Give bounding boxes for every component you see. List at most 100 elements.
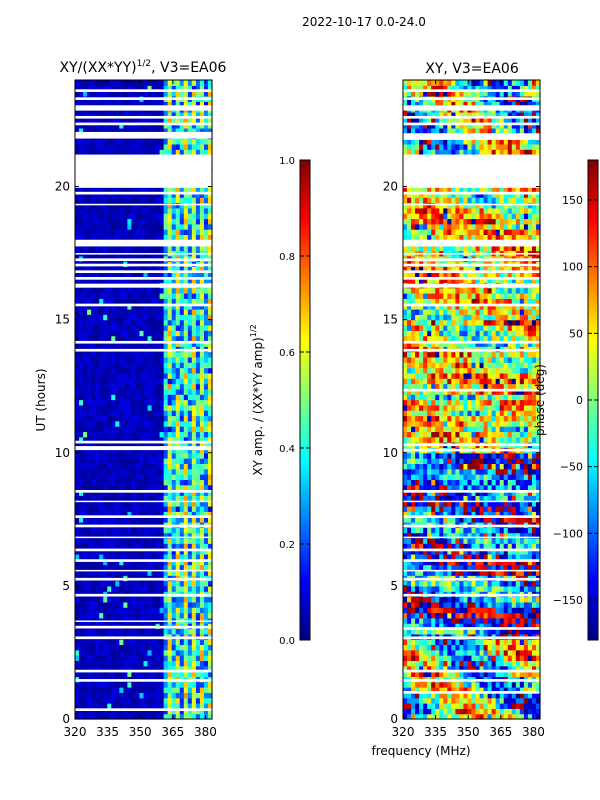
left-heatmap-cell <box>99 452 104 459</box>
left-heatmap-cell <box>75 431 80 438</box>
left-heatmap-cell <box>183 415 189 422</box>
left-heatmap-cell <box>75 580 80 587</box>
left-heatmap-cell <box>203 585 209 592</box>
left-heatmap-cell <box>111 372 116 379</box>
right-heatmap-cell <box>431 649 436 656</box>
left-heatmap-cell <box>87 335 92 342</box>
left-heatmap-cell <box>147 580 153 587</box>
left-heatmap-cell <box>139 559 145 566</box>
left-heatmap-cell <box>123 458 128 464</box>
right-heatmap-cell <box>427 692 432 699</box>
left-heatmap-cell <box>155 649 161 656</box>
left-heatmap-cell <box>115 277 120 283</box>
left-heatmap-cell <box>127 122 133 129</box>
left-heatmap-cell <box>87 506 92 512</box>
left-heatmap-cell <box>143 293 149 299</box>
left-heatmap-cell <box>91 612 96 619</box>
right-heatmap-cell <box>475 596 481 603</box>
left-heatmap-cell <box>135 378 141 385</box>
left-heatmap-cell <box>183 394 189 401</box>
left-heatmap-cell <box>199 122 205 129</box>
left-heatmap-cell <box>183 452 189 459</box>
left-heatmap-cell <box>91 553 96 560</box>
left-heatmap-cell <box>167 218 173 225</box>
left-heatmap-cell <box>139 404 145 411</box>
left-heatmap-cell <box>203 303 209 310</box>
left-heatmap-cell <box>143 340 149 347</box>
left-heatmap-cell <box>83 213 88 220</box>
left-heatmap-cell <box>75 213 80 220</box>
left-heatmap-cell <box>147 447 153 454</box>
left-heatmap-cell <box>179 319 185 326</box>
left-heatmap-cell <box>167 692 173 699</box>
left-heatmap-cell <box>147 703 153 709</box>
left-heatmap-cell <box>163 607 169 614</box>
left-heatmap-cell <box>171 644 177 651</box>
left-heatmap-cell <box>139 431 145 438</box>
left-heatmap-cell <box>91 713 96 720</box>
left-heatmap-cell <box>175 330 181 337</box>
left-heatmap-cell <box>187 596 193 603</box>
left-heatmap-cell <box>115 410 120 417</box>
left-heatmap-cell <box>151 324 157 331</box>
left-heatmap-cell <box>179 500 185 507</box>
left-heatmap-cell <box>95 585 100 592</box>
left-heatmap-cell <box>99 703 104 709</box>
left-heatmap-cell <box>91 506 96 512</box>
left-heatmap-cell <box>195 543 201 550</box>
right-heatmap-cell <box>475 665 481 672</box>
left-heatmap-cell <box>179 308 185 315</box>
left-heatmap-cell <box>151 399 157 406</box>
left-heatmap-cell <box>87 559 92 566</box>
right-heatmap-cell <box>471 713 477 720</box>
left-heatmap-cell <box>163 404 169 411</box>
right-heatmap-cell <box>443 623 448 630</box>
left-heatmap-cell <box>191 143 197 150</box>
left-heatmap-cell <box>151 506 157 512</box>
left-heatmap-cell <box>143 330 149 337</box>
right-heatmap-cell <box>487 628 493 635</box>
left-heatmap-cell <box>163 394 169 401</box>
left-heatmap-cell <box>171 649 177 656</box>
left-heatmap-cell <box>203 378 209 385</box>
left-heatmap-cell <box>75 101 80 108</box>
left-heatmap-cell <box>175 234 181 241</box>
left-heatmap-cell <box>123 442 128 449</box>
left-heatmap-cell <box>171 399 177 406</box>
left-heatmap-cell <box>119 335 124 342</box>
left-heatmap-cell <box>107 197 112 204</box>
left-heatmap-cell <box>95 404 100 411</box>
left-heatmap-cell <box>83 703 88 709</box>
left-heatmap-cell <box>151 383 157 390</box>
left-heatmap-cell <box>195 660 201 667</box>
left-heatmap-cell <box>123 378 128 385</box>
left-heatmap-cell <box>99 85 104 92</box>
left-heatmap-cell <box>103 404 108 411</box>
left-heatmap-cell <box>171 335 177 342</box>
left-heatmap-cell <box>127 628 133 635</box>
left-heatmap-cell <box>163 367 169 374</box>
left-heatmap-cell <box>163 293 169 299</box>
right-heatmap-cell <box>455 697 461 704</box>
left-heatmap-cell <box>99 500 104 507</box>
left-heatmap-cell <box>159 649 165 656</box>
left-heatmap-cell <box>175 468 181 475</box>
left-heatmap-cell <box>115 442 120 449</box>
left-heatmap-cell <box>127 127 133 134</box>
left-heatmap-cell <box>75 511 80 518</box>
left-heatmap-cell <box>147 671 153 677</box>
left-heatmap-cell <box>147 404 153 411</box>
left-heatmap-cell <box>95 117 100 124</box>
right-heatmap-cell <box>527 687 533 693</box>
left-heatmap-cell <box>163 111 169 118</box>
left-heatmap-cell <box>119 388 124 395</box>
left-heatmap-cell <box>199 404 205 411</box>
right-heatmap-cell <box>431 655 436 662</box>
left-heatmap-cell <box>87 468 92 475</box>
left-heatmap-cell <box>183 543 189 550</box>
right-heatmap-cell <box>471 628 477 635</box>
right-heatmap-cell <box>403 703 408 709</box>
left-heatmap-cell <box>91 362 96 369</box>
left-heatmap-cell <box>191 356 197 363</box>
left-heatmap-cell <box>127 271 133 278</box>
